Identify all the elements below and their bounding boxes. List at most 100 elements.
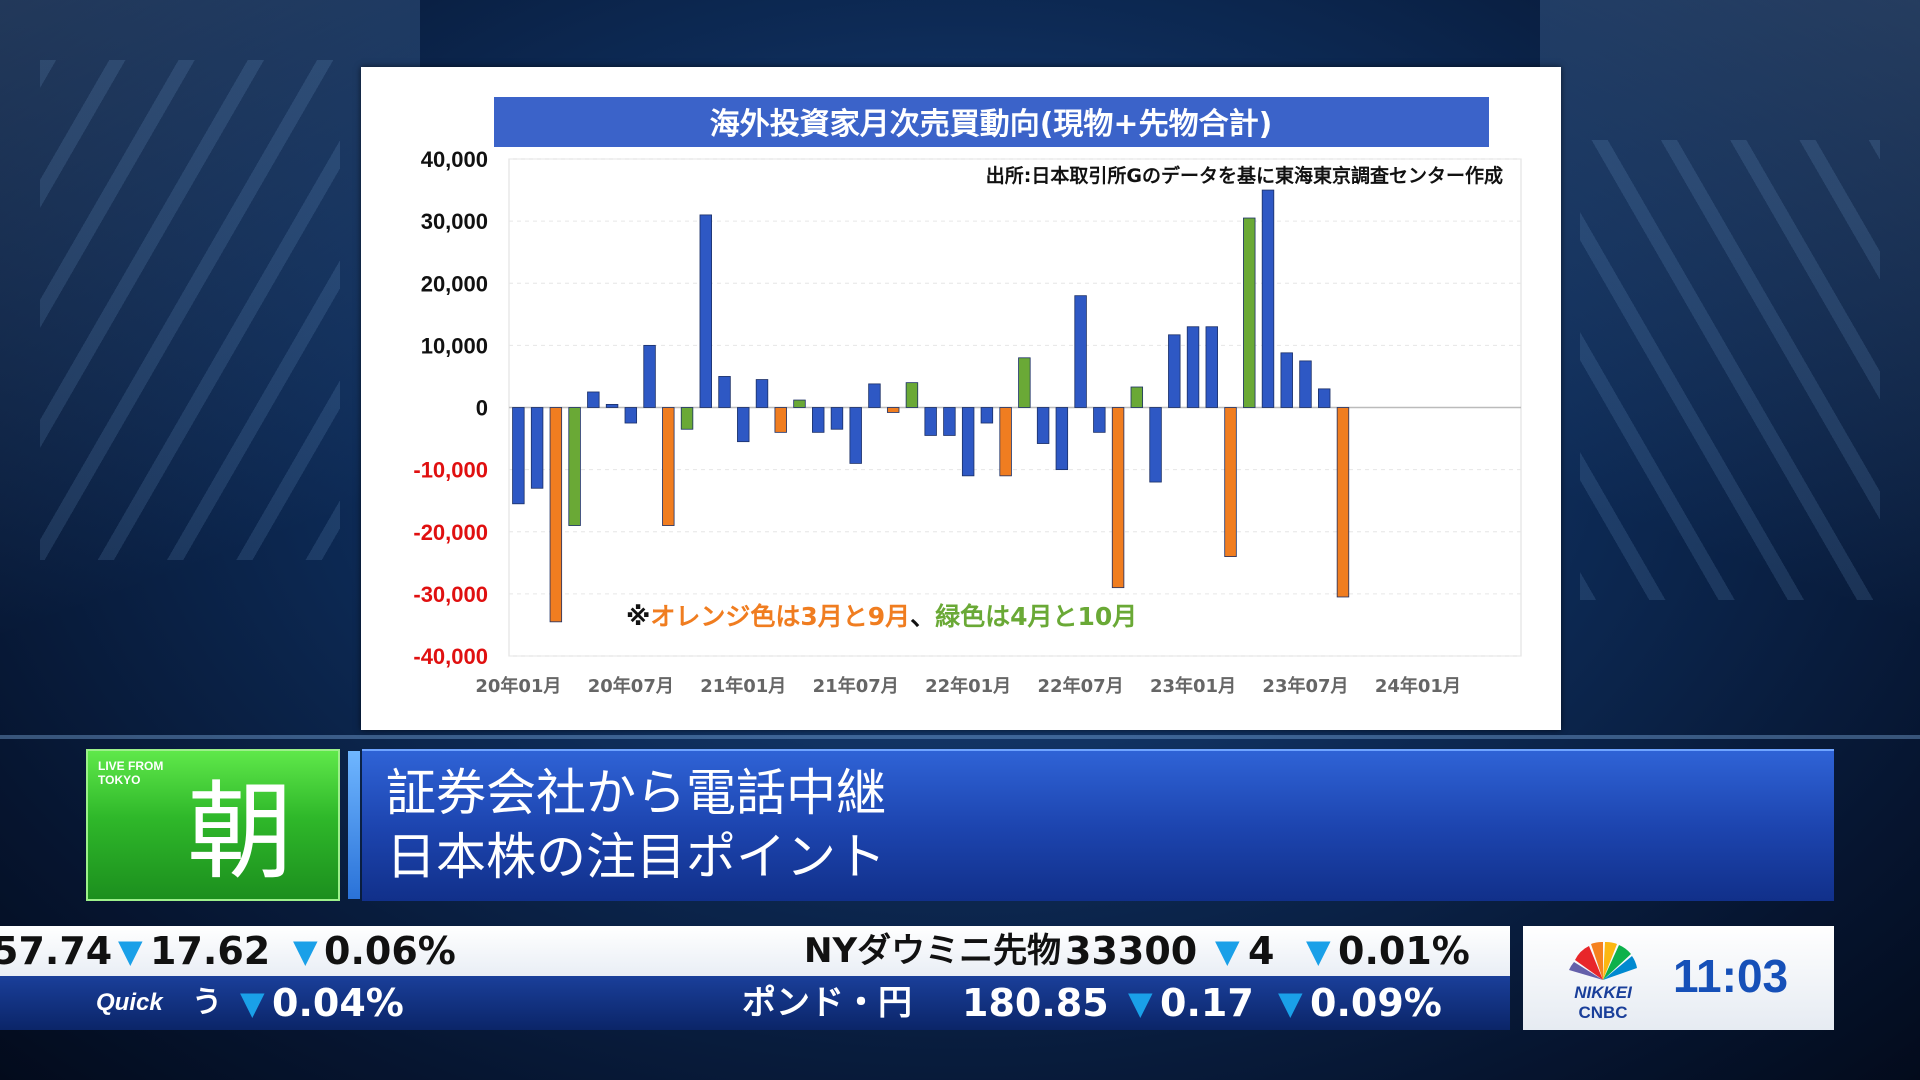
background-light-right [1540, 0, 1920, 760]
bar [530, 407, 544, 489]
y-axis-ticks: 40,000 30,000 20,000 10,000 0 -10,000 -20,000 -… [413, 147, 488, 669]
bar [549, 407, 563, 623]
program-badge: LIVE FROM TOKYO 朝 [86, 749, 340, 901]
ticker-item2-pct: 0.01% [1338, 929, 1470, 973]
bar [1224, 407, 1237, 558]
peacock-feather-icon [1569, 962, 1603, 980]
headline-line-1: 証券会社から電話中継 [386, 764, 886, 822]
ticker-b-item2-pct: 0.09% [1310, 981, 1442, 1025]
bar [737, 407, 750, 443]
down-arrow-icon: ▼ [1215, 932, 1240, 970]
headline-accent-bar [348, 751, 360, 899]
down-arrow-icon: ▼ [1306, 932, 1331, 970]
bar [587, 391, 600, 408]
quick-logo: Quick [96, 989, 163, 1016]
source-note: 出所:日本取引所Gのデータを基に東海東京調査センター作成 [986, 164, 1503, 187]
legend-note-separator: 、 [910, 602, 935, 631]
bar [793, 399, 806, 408]
bar [1261, 189, 1275, 408]
bar [1036, 407, 1050, 444]
bar [961, 407, 975, 477]
bar [643, 344, 656, 408]
x-tick-label: 21年07月 [813, 675, 899, 697]
bar [1318, 388, 1331, 408]
ticker-item1-change: 17.62 [150, 929, 271, 973]
logo-nikkei-text: NIKKEI [1574, 983, 1633, 1002]
chart-title: 海外投資家月次売買動向(現物+先物合計) [710, 107, 1273, 142]
bar [1055, 407, 1069, 471]
bar [680, 407, 694, 430]
bar [924, 407, 937, 436]
bar [1186, 326, 1200, 408]
chart-panel: 海外投資家月次売買動向(現物+先物合計) 40,000 30,000 20,000 1… [361, 67, 1561, 730]
bar [1130, 386, 1144, 408]
bar [1074, 295, 1087, 408]
ticker-item1-value: 57.74 [0, 929, 113, 973]
x-axis-ticks: 20年01月 20年07月 21年01月 21年07月 22年01月 22年07月 23年0… [475, 675, 1461, 697]
bar [755, 379, 769, 408]
ticker-top-row: 57.74 ▼ 17.62 ▼ 0.06% NYダウミニ先物 33300 ▼ 4… [0, 926, 1510, 976]
headline-bar: 証券会社から電話中継 日本株の注目ポイント [362, 749, 1834, 901]
ticker-item2-change: 4 [1248, 929, 1275, 973]
ticker-b-item2-name: ポンド・円 [742, 983, 912, 1023]
bar [1018, 357, 1031, 408]
legend-note: ※オレンジ色は3月と9月、緑色は4月と10月 [626, 602, 1137, 631]
y-tick-label: 20,000 [421, 271, 488, 296]
bar-chart: 海外投資家月次売買動向(現物+先物合計) 40,000 30,000 20,000 1… [413, 97, 1522, 697]
bar [1336, 407, 1350, 598]
peacock-feather-icon [1603, 945, 1631, 980]
x-tick-label: 23年07月 [1262, 675, 1348, 697]
down-arrow-icon: ▼ [118, 932, 143, 970]
down-arrow-icon: ▼ [240, 984, 265, 1022]
y-tick-label: 0 [476, 396, 488, 421]
bar [1299, 360, 1312, 408]
down-arrow-icon: ▼ [1128, 984, 1153, 1022]
x-tick-label: 22年01月 [925, 675, 1011, 697]
clock-time: 11:03 [1673, 950, 1789, 1002]
bar [1205, 326, 1218, 408]
bar [662, 407, 675, 526]
ticker-b-item1-pct: 0.04% [272, 981, 404, 1025]
bar [1093, 407, 1106, 433]
bar [1111, 407, 1125, 589]
legend-note-green: 緑色は4月と10月 [935, 602, 1137, 631]
bar [905, 382, 919, 408]
down-arrow-icon: ▼ [293, 932, 318, 970]
bar [605, 403, 619, 408]
bar [886, 407, 900, 413]
clock-box: NIKKEI CNBC 11:03 [1523, 926, 1834, 1030]
background-glow-line [0, 735, 1920, 739]
x-tick-label: 22年07月 [1038, 675, 1124, 697]
y-tick-label: -30,000 [413, 582, 488, 607]
ticker-bottom-row: Quick う ▼ 0.04% ポンド・円 180.85 ▼ 0.17 ▼ 0.… [0, 976, 1510, 1030]
peacock-feather-icon [1591, 941, 1603, 980]
bar [980, 407, 994, 424]
background-light-left [0, 0, 420, 760]
program-title-char: 朝 [187, 771, 293, 894]
bar [624, 407, 638, 424]
live-from-tokyo-label: LIVE FROM TOKYO [98, 759, 164, 787]
y-tick-label: -40,000 [413, 644, 488, 669]
y-tick-label: 10,000 [421, 333, 488, 358]
bar [830, 407, 844, 430]
bar [1243, 217, 1256, 408]
bar [812, 407, 825, 433]
bar [774, 407, 787, 433]
peacock-feather-icon [1603, 956, 1637, 980]
grid-lines [509, 158, 1521, 657]
bar [1280, 352, 1293, 408]
bar [868, 383, 881, 408]
bar [568, 407, 581, 526]
y-tick-label: -20,000 [413, 520, 488, 545]
bar [849, 407, 862, 464]
x-tick-label: 24年01月 [1375, 675, 1461, 697]
bars [512, 189, 1350, 623]
bar [1149, 407, 1162, 483]
ticker-item2-value: 33300 [1065, 929, 1198, 973]
bar [943, 407, 956, 436]
peacock-feather-icon [1575, 946, 1603, 980]
bar [699, 214, 712, 408]
legend-note-prefix: ※ [626, 602, 650, 631]
legend-note-orange: オレンジ色は3月と9月 [650, 602, 910, 631]
y-tick-label: 30,000 [421, 209, 488, 234]
